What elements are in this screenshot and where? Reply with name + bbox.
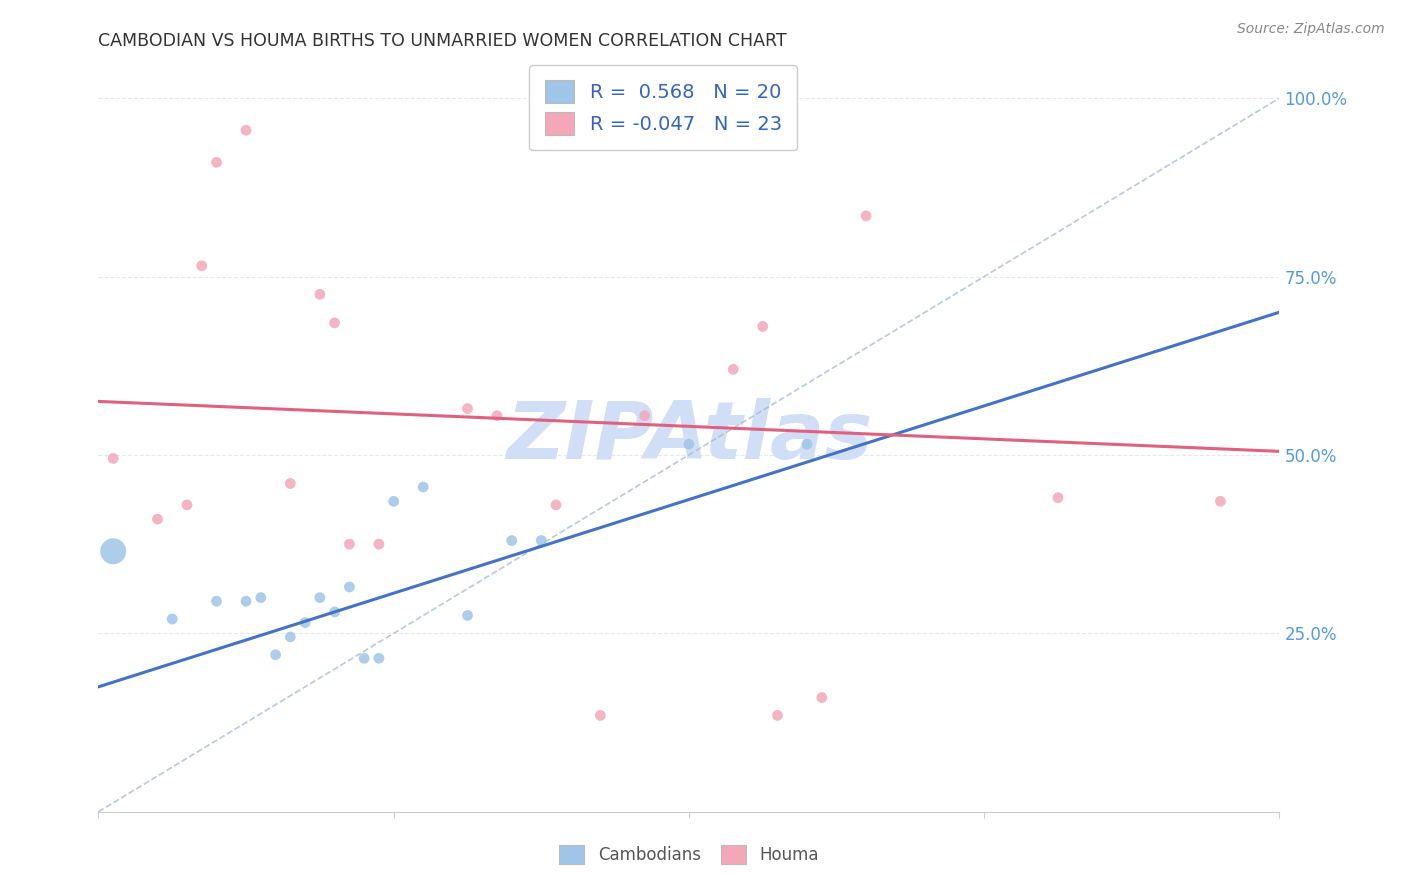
Point xyxy=(368,651,391,665)
Point xyxy=(250,591,273,605)
Point xyxy=(353,651,375,665)
Point xyxy=(339,537,361,551)
Point xyxy=(309,287,332,301)
Point xyxy=(530,533,553,548)
Point xyxy=(323,316,346,330)
Point xyxy=(205,155,228,169)
Point xyxy=(1046,491,1070,505)
Point xyxy=(176,498,198,512)
Point xyxy=(339,580,361,594)
Point xyxy=(811,690,834,705)
Point xyxy=(323,605,346,619)
Point xyxy=(309,591,332,605)
Text: Source: ZipAtlas.com: Source: ZipAtlas.com xyxy=(1237,22,1385,37)
Point xyxy=(103,544,125,558)
Point xyxy=(723,362,745,376)
Point xyxy=(264,648,287,662)
Point xyxy=(162,612,183,626)
Point xyxy=(1209,494,1232,508)
Point xyxy=(796,437,818,451)
Point xyxy=(368,537,391,551)
Point xyxy=(235,123,257,137)
Point xyxy=(280,630,302,644)
Point xyxy=(486,409,509,423)
Point xyxy=(589,708,612,723)
Point xyxy=(382,494,405,508)
Point xyxy=(501,533,523,548)
Point xyxy=(280,476,302,491)
Text: ZIPAtlas: ZIPAtlas xyxy=(506,398,872,476)
Point xyxy=(146,512,169,526)
Legend: Cambodians, Houma: Cambodians, Houma xyxy=(553,838,825,871)
Point xyxy=(103,451,125,466)
Point xyxy=(457,401,479,416)
Point xyxy=(205,594,228,608)
Text: CAMBODIAN VS HOUMA BIRTHS TO UNMARRIED WOMEN CORRELATION CHART: CAMBODIAN VS HOUMA BIRTHS TO UNMARRIED W… xyxy=(98,32,787,50)
Point xyxy=(752,319,775,334)
Point xyxy=(546,498,568,512)
Point xyxy=(457,608,479,623)
Point xyxy=(766,708,789,723)
Point xyxy=(235,594,257,608)
Point xyxy=(855,209,877,223)
Point xyxy=(412,480,434,494)
Point xyxy=(191,259,214,273)
Point xyxy=(634,409,657,423)
Point xyxy=(294,615,316,630)
Point xyxy=(678,437,700,451)
